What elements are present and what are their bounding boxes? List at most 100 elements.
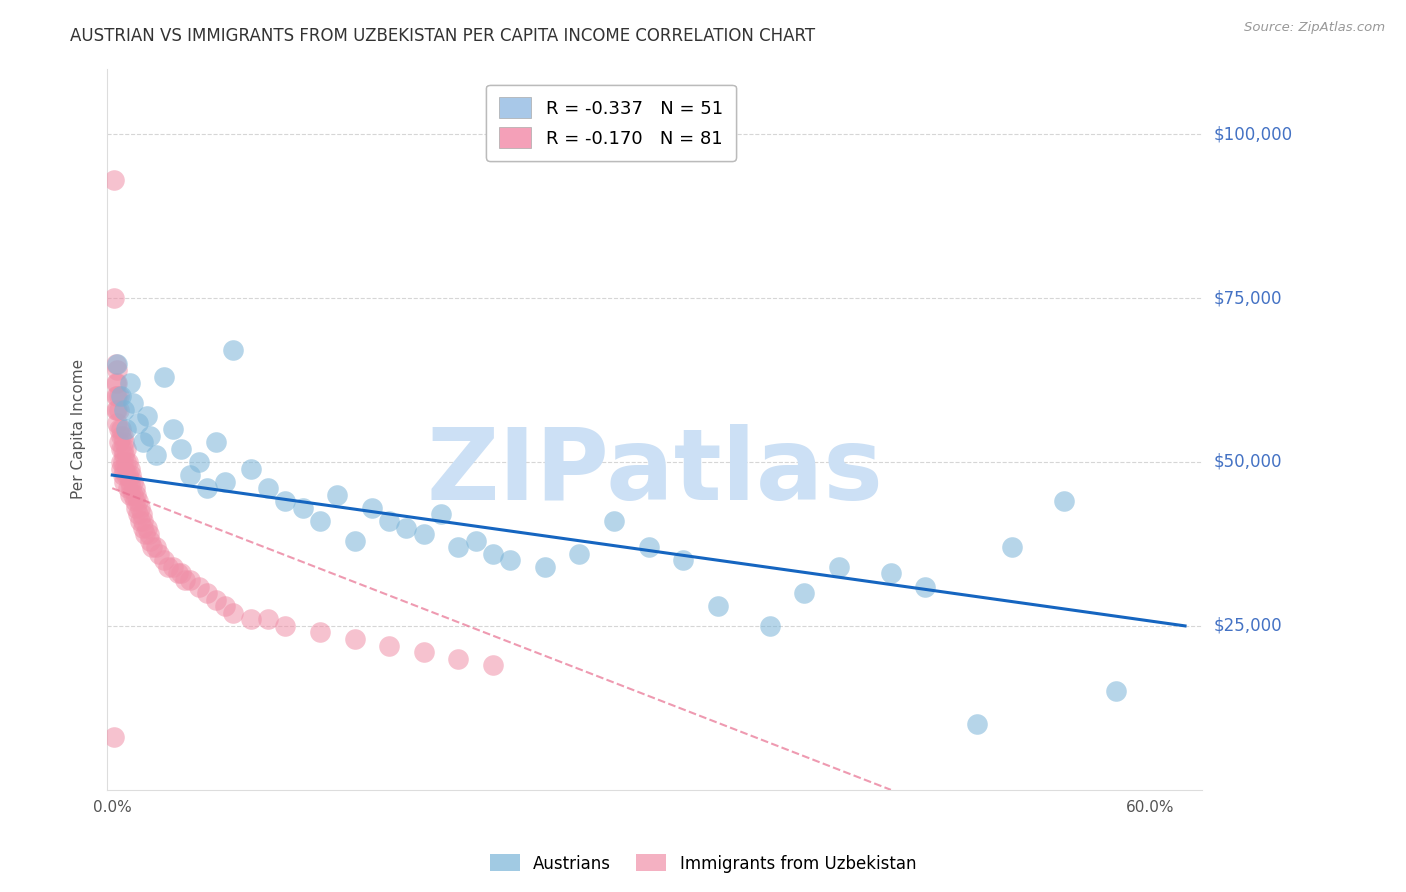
Point (257, 481, 280, 495)
Point (112, 449, 135, 463)
Point (257, 612, 280, 626)
Point (112, 435, 135, 450)
Point (122, 396, 145, 410)
Point (124, 481, 146, 495)
Text: $75,000: $75,000 (1213, 289, 1282, 307)
Point (637, 540, 659, 554)
Point (103, 291, 125, 305)
Point (139, 428, 162, 442)
Text: AUSTRIAN VS IMMIGRANTS FROM UZBEKISTAN PER CAPITA INCOME CORRELATION CHART: AUSTRIAN VS IMMIGRANTS FROM UZBEKISTAN P… (70, 27, 815, 45)
Point (793, 586, 815, 600)
Point (103, 731, 125, 745)
Point (127, 494, 149, 508)
Point (162, 560, 184, 574)
Point (482, 658, 505, 673)
Point (162, 422, 184, 436)
Point (170, 442, 193, 456)
Point (117, 481, 139, 495)
Point (134, 527, 156, 541)
Point (104, 389, 127, 403)
Point (110, 455, 132, 469)
Point (447, 540, 470, 554)
Point (132, 435, 155, 450)
Point (118, 475, 141, 489)
Point (110, 461, 132, 475)
Point (222, 343, 245, 358)
Point (135, 409, 157, 423)
Point (187, 455, 209, 469)
Point (170, 566, 193, 581)
Point (132, 520, 155, 534)
Point (174, 573, 197, 587)
Point (274, 619, 297, 633)
Text: ZIPatlas: ZIPatlas (426, 424, 883, 521)
Point (117, 455, 139, 469)
Point (309, 514, 332, 528)
Point (111, 455, 134, 469)
Point (239, 612, 262, 626)
Point (111, 468, 134, 483)
Point (153, 553, 176, 567)
Point (104, 402, 127, 417)
Point (707, 599, 730, 614)
Point (127, 508, 149, 522)
Point (122, 488, 145, 502)
Point (110, 428, 132, 442)
Point (360, 500, 382, 515)
Point (115, 442, 138, 456)
Point (167, 566, 190, 581)
Point (880, 566, 903, 581)
Point (179, 573, 201, 587)
Point (343, 533, 366, 548)
Text: $25,000: $25,000 (1213, 617, 1282, 635)
Point (111, 442, 134, 456)
Text: $50,000: $50,000 (1213, 453, 1282, 471)
Point (104, 376, 127, 391)
Point (118, 488, 141, 502)
Point (104, 357, 127, 371)
Point (112, 461, 135, 475)
Point (309, 625, 332, 640)
Point (378, 514, 401, 528)
Point (1001, 540, 1024, 554)
Text: $100,000: $100,000 (1213, 125, 1292, 143)
Point (110, 422, 132, 436)
Point (205, 592, 228, 607)
Point (127, 416, 149, 430)
Point (274, 494, 297, 508)
Point (1053, 494, 1076, 508)
Point (430, 508, 453, 522)
Point (108, 389, 131, 403)
Point (145, 449, 167, 463)
Point (148, 547, 170, 561)
Point (343, 632, 366, 646)
Point (378, 639, 401, 653)
Point (156, 560, 179, 574)
Point (482, 547, 505, 561)
Legend: R = -0.337   N = 51, R = -0.170   N = 81: R = -0.337 N = 51, R = -0.170 N = 81 (486, 85, 735, 161)
Point (125, 488, 148, 502)
Point (914, 580, 936, 594)
Point (107, 357, 129, 371)
Point (129, 500, 152, 515)
Point (758, 619, 780, 633)
Point (447, 651, 470, 665)
Point (120, 468, 142, 483)
Point (395, 520, 418, 534)
Point (291, 500, 314, 515)
Point (239, 461, 262, 475)
Point (107, 389, 129, 403)
Point (125, 500, 148, 515)
Point (118, 376, 141, 391)
Point (107, 363, 129, 377)
Point (139, 533, 162, 548)
Point (828, 560, 851, 574)
Point (115, 455, 138, 469)
Point (499, 553, 522, 567)
Point (107, 416, 129, 430)
Point (107, 402, 129, 417)
Point (179, 468, 201, 483)
Point (108, 402, 131, 417)
Point (135, 520, 157, 534)
Point (205, 435, 228, 450)
